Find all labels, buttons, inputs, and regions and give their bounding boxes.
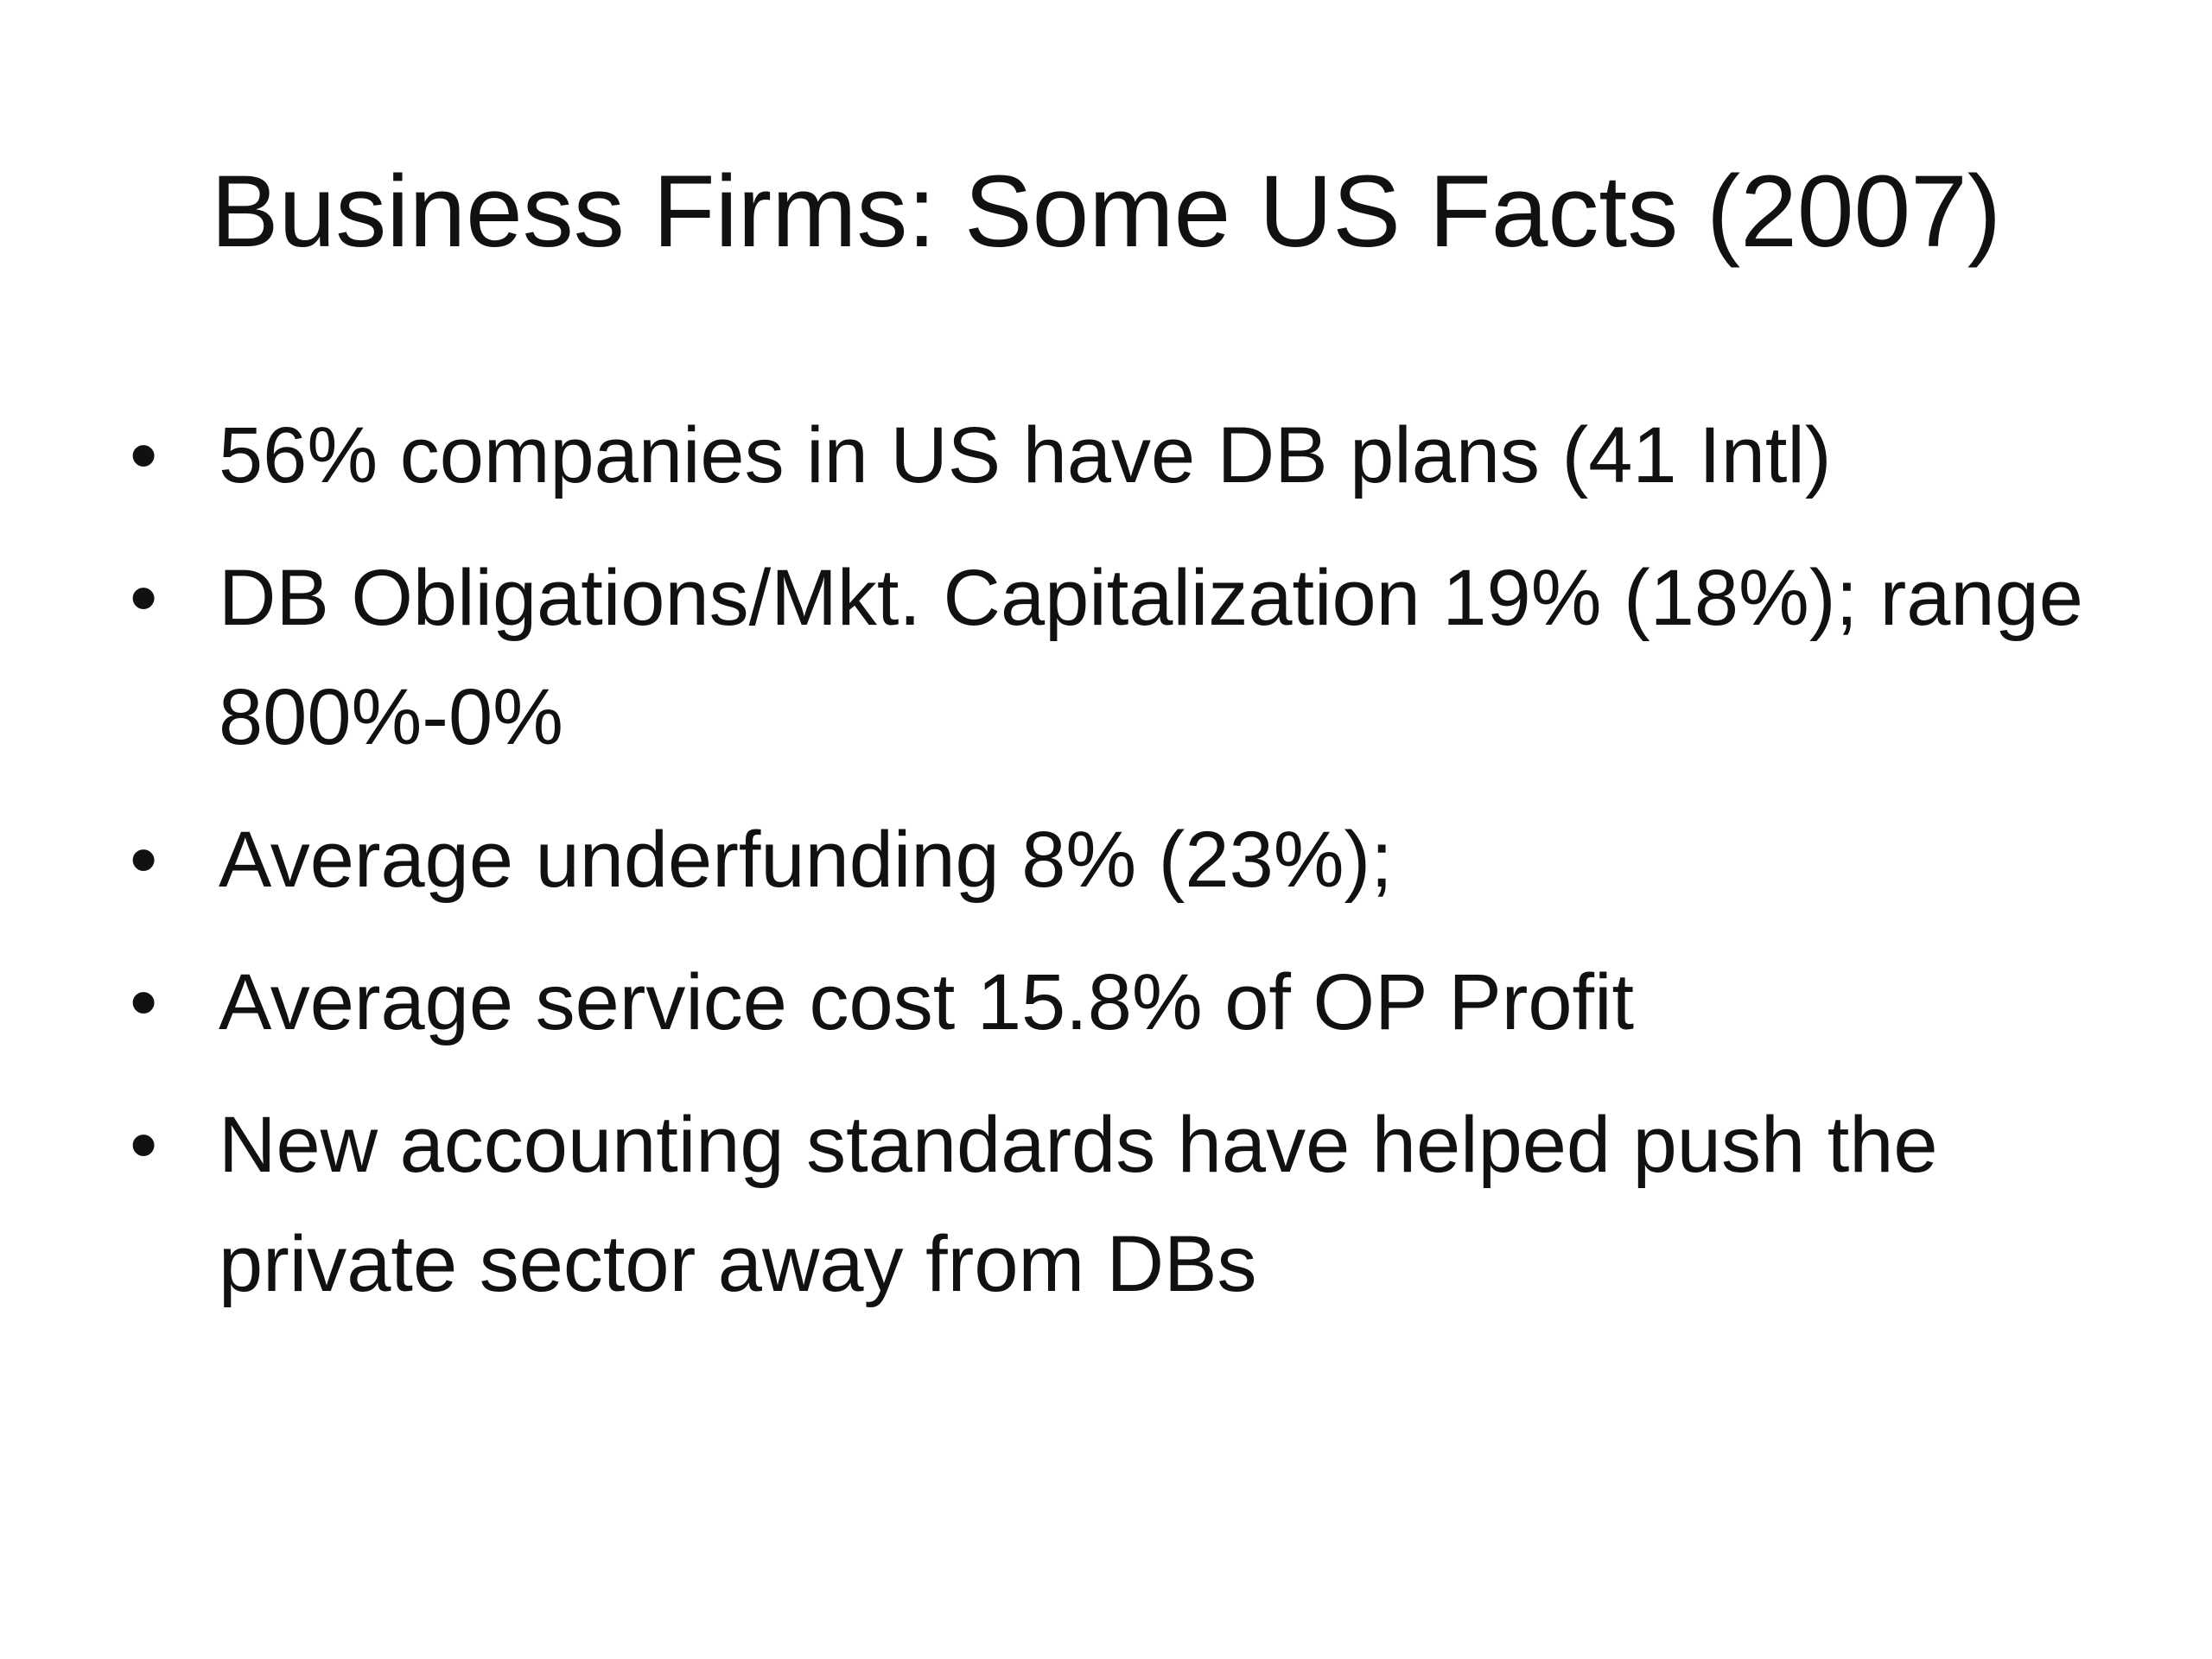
bullet-text: Average service cost 15.8% of OP Profit [219,958,1635,1046]
bullet-text: Average underfunding 8% (23%); [219,816,1393,904]
bullet-icon: • [130,816,158,904]
bullet-item-db-obligations: • DB Obligations/Mkt. Capitalization 19%… [130,538,2117,777]
bullet-item-service-cost: • Average service cost 15.8% of OP Profi… [130,943,2117,1062]
bullet-icon: • [130,958,158,1046]
bullet-list: • 56% companies in US have DB plans (41 … [130,396,2117,1347]
bullet-icon: • [130,411,158,499]
bullet-item-average-underfunding: • Average underfunding 8% (23%); [130,800,2117,919]
bullet-item-underfunding-plans: • 56% companies in US have DB plans (41 … [130,396,2117,515]
bullet-icon: • [130,554,158,642]
bullet-icon: • [130,1101,158,1189]
slide-title: Business Firms: Some US Facts (2007) [210,155,2002,269]
bullet-text: New accounting standards have helped pus… [219,1101,1938,1308]
bullet-item-accounting-standards: • New accounting standards have helped p… [130,1085,2117,1324]
bullet-text: DB Obligations/Mkt. Capitalization 19% (… [219,554,2083,761]
bullet-text: 56% companies in US have DB plans (41 In… [219,411,1832,499]
